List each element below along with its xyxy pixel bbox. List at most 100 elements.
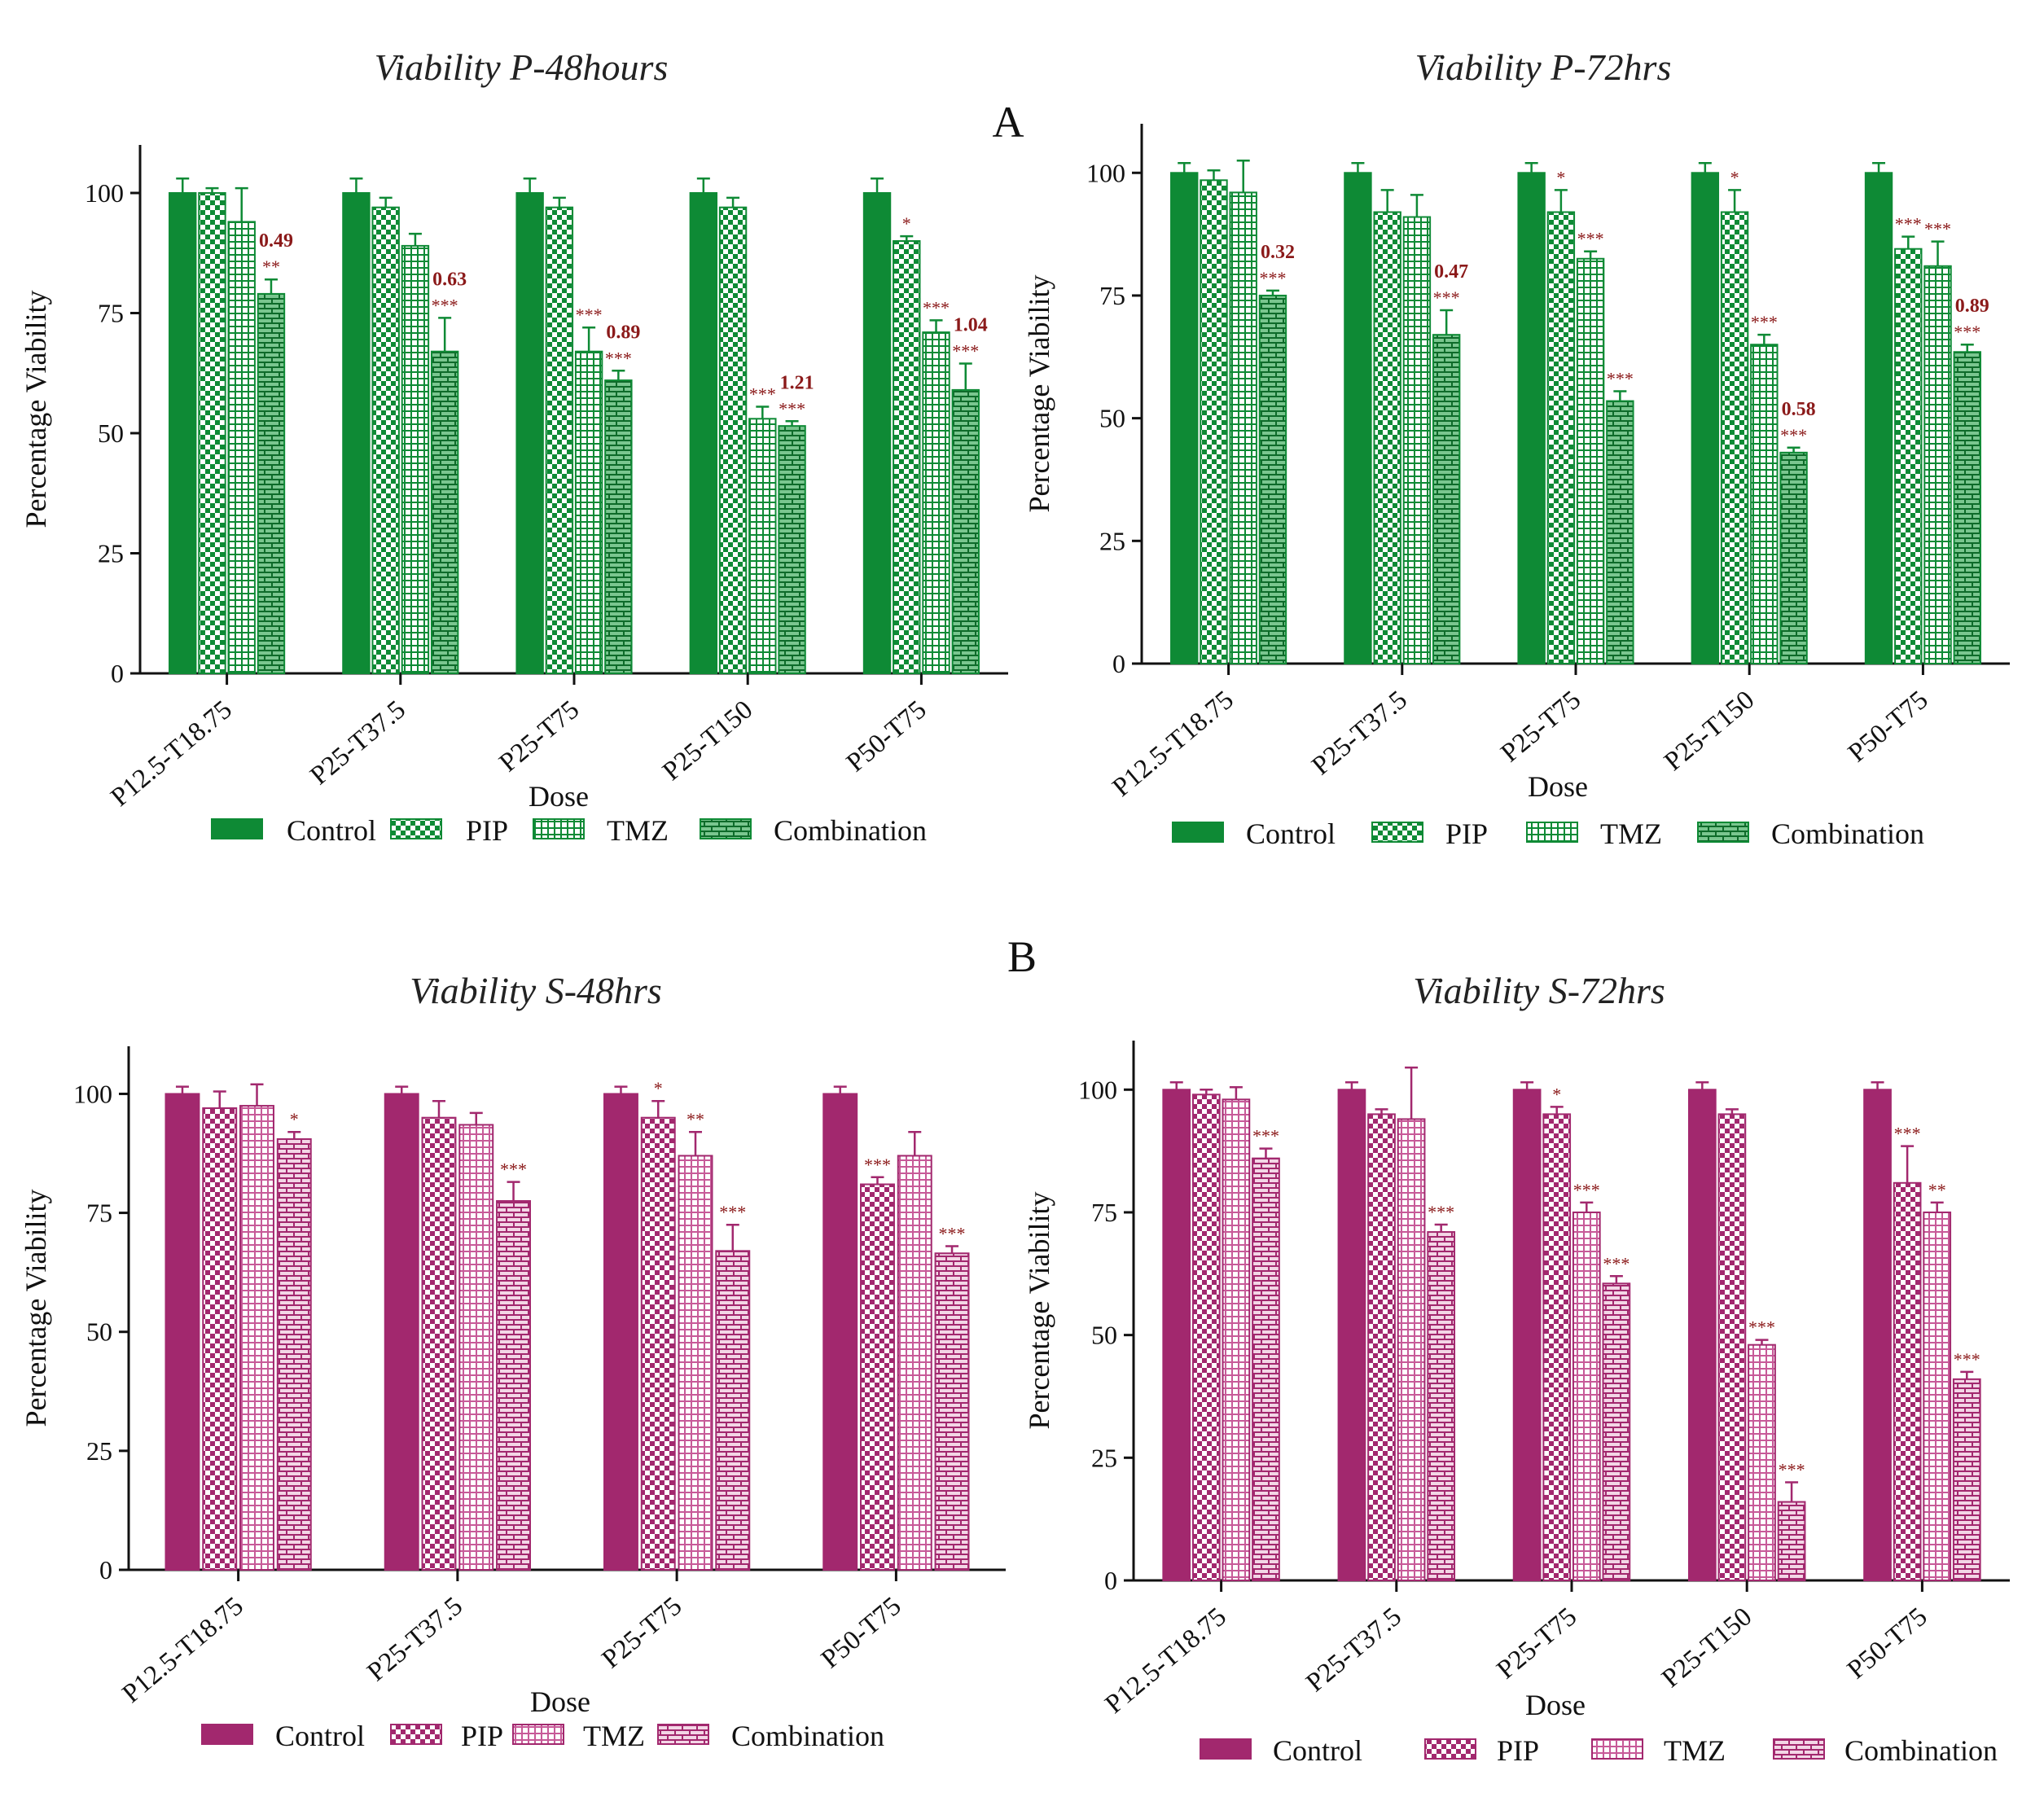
legend-label-control: Control [287,814,376,847]
bar-pip [1373,211,1401,664]
bar-combination [951,388,980,674]
y-axis-title: Percentage Viability [1023,274,1055,512]
bar-control [515,192,544,674]
significance-label: *** [719,1202,746,1222]
bar-pip [1720,211,1749,664]
bar-tmz [897,1155,932,1571]
significance-label: ** [262,256,280,277]
legend-swatch-combination [700,818,752,839]
bar-pip [860,1183,895,1571]
significance-label: *** [1577,229,1604,249]
legend-label-combination: Combination [1844,1734,1998,1767]
ci-label: 0.63 [432,269,467,290]
significance-label: *** [576,305,603,325]
bar-pip [202,1107,238,1571]
bar-tmz [458,1124,494,1571]
bar-control [384,1093,419,1571]
bar-pip [198,192,226,674]
y-tick-label: 50 [1091,1321,1117,1350]
legend-swatch-pip [390,818,442,839]
significance-label: * [654,1078,663,1098]
bar-tmz [1748,1343,1776,1581]
x-axis-title: Dose [1528,770,1588,803]
bar-pip [1542,1113,1572,1581]
significance-label: *** [1428,1202,1454,1222]
legend-label-control: Control [1273,1734,1362,1767]
chart-title: Viability S-48hrs [410,970,662,1011]
y-tick-label: 100 [1078,1075,1117,1104]
bar-combination [257,292,286,674]
y-tick-label: 75 [1091,1198,1117,1227]
legend-swatch-pip [390,1724,442,1745]
legend-swatch-tmz [512,1724,564,1745]
ci-label: 0.32 [1261,242,1295,263]
bar-tmz [1402,216,1432,664]
bar-control [164,1093,200,1571]
bar-control [1687,1089,1717,1581]
bar-combination [1427,1231,1456,1581]
legend-swatch-control [1200,1738,1252,1760]
x-axis-title: Dose [530,1685,590,1718]
legend-label-tmz: TMZ [1600,817,1662,850]
y-tick-label: 100 [73,1079,112,1108]
bar-tmz [401,244,430,674]
bar-control [689,192,718,674]
bar-tmz [1923,1211,1952,1582]
bar-tmz [1572,1211,1601,1582]
x-tick-label: P25-T75 [1496,686,1587,769]
y-tick-label: 25 [98,539,124,568]
significance-label: *** [1894,1124,1921,1144]
x-tick-label: P25-T37.5 [1306,686,1413,782]
chart-viability-s-72: Viability S-72hrs 0 25 50 75 100 Percentage Vi… [1023,970,2010,1767]
significance-label: *** [1748,1317,1775,1338]
legend-swatch-combination [1773,1738,1825,1760]
significance-label: *** [939,1224,966,1244]
panel-label-a: A [993,98,1024,147]
legend-label-control: Control [1246,817,1336,850]
significance-label: * [902,213,911,234]
y-tick-label: 50 [98,419,124,448]
ci-label: 1.21 [780,372,814,393]
legend-swatch-combination [657,1724,709,1745]
bar-control [822,1093,858,1571]
x-tick-label: P25-T150 [1656,1602,1757,1694]
bar-pip [371,206,400,674]
bar-combination [1258,294,1287,664]
y-tick-label: 50 [86,1317,112,1347]
bar-pip [1894,248,1923,664]
significance-label: *** [1751,312,1778,332]
ci-label: 0.49 [259,230,293,252]
y-tick-label: 0 [1104,1566,1117,1595]
bar-tmz [1576,257,1605,664]
bar-pip [893,240,921,674]
bar-control [342,192,371,674]
x-axis-title: Dose [1525,1689,1586,1721]
legend-label-combination: Combination [774,814,927,847]
bar-control [169,192,197,674]
bar-tmz [1750,344,1779,664]
chart-viability-p-48: Viability P-48hours 0 25 50 75 100 Percentage … [20,46,1008,847]
x-tick-label: P12.5-T18.75 [106,695,238,813]
y-tick-label: 25 [1099,526,1125,555]
bar-control [603,1093,638,1571]
legend-label-pip: PIP [461,1720,503,1752]
legend-swatch-tmz [1591,1738,1643,1760]
bar-pip [1367,1113,1396,1581]
bar-tmz [239,1105,274,1571]
x-tick-label: P12.5-T18.75 [117,1592,249,1709]
legend-swatch-pip [1424,1738,1476,1760]
legend-swatch-control [1172,822,1224,843]
bar-combination [1432,334,1461,664]
significance-label: *** [923,297,950,318]
bar-control [1512,1089,1542,1581]
y-tick-label: 25 [1091,1443,1117,1472]
bar-control [1344,172,1372,665]
bar-control [1864,172,1893,665]
ci-label: 0.58 [1782,399,1816,420]
bar-combination [1606,400,1634,664]
x-tick-label: P25-T75 [597,1592,688,1675]
bar-control [1691,172,1720,665]
bar-combination [1953,351,1981,664]
significance-label: *** [1779,1459,1805,1479]
significance-label: *** [1954,1349,1980,1370]
